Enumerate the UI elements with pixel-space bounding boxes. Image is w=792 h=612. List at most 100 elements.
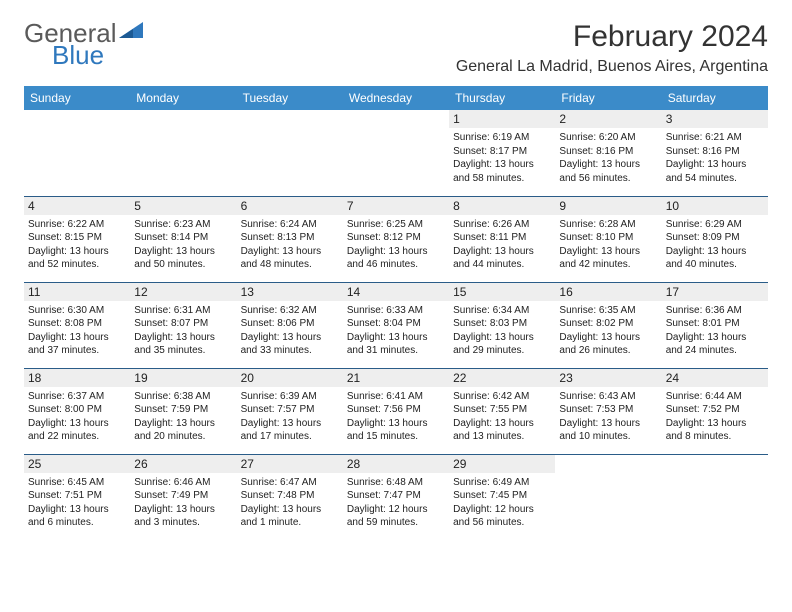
daylight-line: Daylight: 13 hours and 6 minutes.: [28, 503, 126, 530]
daylight-line: Daylight: 13 hours and 52 minutes.: [28, 245, 126, 272]
daylight-line: Daylight: 13 hours and 31 minutes.: [347, 331, 445, 358]
sunrise-line: Sunrise: 6:49 AM: [453, 476, 551, 490]
day-details: Sunrise: 6:30 AMSunset: 8:08 PMDaylight:…: [28, 304, 126, 358]
day-details: Sunrise: 6:29 AMSunset: 8:09 PMDaylight:…: [666, 218, 764, 272]
day-number: 6: [237, 197, 343, 215]
day-number: 15: [449, 283, 555, 301]
sunrise-line: Sunrise: 6:46 AM: [134, 476, 232, 490]
day-details: Sunrise: 6:31 AMSunset: 8:07 PMDaylight:…: [134, 304, 232, 358]
sunset-line: Sunset: 8:04 PM: [347, 317, 445, 331]
day-details: Sunrise: 6:37 AMSunset: 8:00 PMDaylight:…: [28, 390, 126, 444]
daylight-line: Daylight: 13 hours and 48 minutes.: [241, 245, 339, 272]
sunrise-line: Sunrise: 6:25 AM: [347, 218, 445, 232]
calendar-day-cell: 20Sunrise: 6:39 AMSunset: 7:57 PMDayligh…: [237, 368, 343, 454]
daylight-line: Daylight: 13 hours and 22 minutes.: [28, 417, 126, 444]
sunrise-line: Sunrise: 6:21 AM: [666, 131, 764, 145]
day-details: Sunrise: 6:24 AMSunset: 8:13 PMDaylight:…: [241, 218, 339, 272]
day-number: 18: [24, 369, 130, 387]
sunset-line: Sunset: 7:59 PM: [134, 403, 232, 417]
day-number: 29: [449, 455, 555, 473]
daylight-line: Daylight: 13 hours and 3 minutes.: [134, 503, 232, 530]
sunrise-line: Sunrise: 6:30 AM: [28, 304, 126, 318]
weekday-header: Thursday: [449, 86, 555, 110]
calendar-day-cell: 26Sunrise: 6:46 AMSunset: 7:49 PMDayligh…: [130, 454, 236, 540]
day-number: 24: [662, 369, 768, 387]
day-details: Sunrise: 6:35 AMSunset: 8:02 PMDaylight:…: [559, 304, 657, 358]
calendar-day-cell: 23Sunrise: 6:43 AMSunset: 7:53 PMDayligh…: [555, 368, 661, 454]
calendar-day-cell: 19 Sunrise: 6:38 AMSunset: 7:59 PMDayligh…: [130, 368, 236, 454]
weekday-header: Wednesday: [343, 86, 449, 110]
calendar-empty-cell: [237, 110, 343, 196]
sunset-line: Sunset: 7:53 PM: [559, 403, 657, 417]
calendar-day-cell: 15 Sunrise: 6:34 AMSunset: 8:03 PMDayligh…: [449, 282, 555, 368]
title-block: February 2024 General La Madrid, Buenos …: [456, 20, 768, 76]
day-details: Sunrise: 6:49 AMSunset: 7:45 PMDaylight:…: [453, 476, 551, 530]
day-number: 17: [662, 283, 768, 301]
calendar-table: SundayMondayTuesdayWednesdayThursdayFrid…: [24, 86, 768, 540]
day-number: 7: [343, 197, 449, 215]
calendar-day-cell: 25Sunrise: 6:45 AMSunset: 7:51 PMDayligh…: [24, 454, 130, 540]
sunrise-line: Sunrise: 6:43 AM: [559, 390, 657, 404]
daylight-line: Daylight: 13 hours and 54 minutes.: [666, 158, 764, 185]
sunset-line: Sunset: 8:17 PM: [453, 145, 551, 159]
day-number: 9: [555, 197, 661, 215]
sunset-line: Sunset: 7:47 PM: [347, 489, 445, 503]
weekday-header: Tuesday: [237, 86, 343, 110]
daylight-line: Daylight: 12 hours and 59 minutes.: [347, 503, 445, 530]
sunset-line: Sunset: 7:55 PM: [453, 403, 551, 417]
sunrise-line: Sunrise: 6:38 AM: [134, 390, 232, 404]
sunset-line: Sunset: 8:15 PM: [28, 231, 126, 245]
calendar-day-cell: 14Sunrise: 6:33 AMSunset: 8:04 PMDayligh…: [343, 282, 449, 368]
calendar-day-cell: 13Sunrise: 6:32 AMSunset: 8:06 PMDayligh…: [237, 282, 343, 368]
sunrise-line: Sunrise: 6:20 AM: [559, 131, 657, 145]
sunrise-line: Sunrise: 6:42 AM: [453, 390, 551, 404]
daylight-line: Daylight: 13 hours and 29 minutes.: [453, 331, 551, 358]
sunrise-line: Sunrise: 6:29 AM: [666, 218, 764, 232]
day-number: 5: [130, 197, 236, 215]
calendar-day-cell: 16Sunrise: 6:35 AMSunset: 8:02 PMDayligh…: [555, 282, 661, 368]
calendar-day-cell: 22Sunrise: 6:42 AMSunset: 7:55 PMDayligh…: [449, 368, 555, 454]
day-number: 28: [343, 455, 449, 473]
day-number: 19: [130, 369, 236, 387]
daylight-line: Daylight: 13 hours and 42 minutes.: [559, 245, 657, 272]
day-details: Sunrise: 6:25 AMSunset: 8:12 PMDaylight:…: [347, 218, 445, 272]
day-details: Sunrise: 6:23 AMSunset: 8:14 PMDaylight:…: [134, 218, 232, 272]
sunset-line: Sunset: 7:48 PM: [241, 489, 339, 503]
calendar-day-cell: 29 Sunrise: 6:49 AMSunset: 7:45 PMDayligh…: [449, 454, 555, 540]
sunrise-line: Sunrise: 6:24 AM: [241, 218, 339, 232]
sunset-line: Sunset: 8:16 PM: [559, 145, 657, 159]
sunrise-line: Sunrise: 6:47 AM: [241, 476, 339, 490]
sunset-line: Sunset: 8:03 PM: [453, 317, 551, 331]
calendar-day-cell: 27Sunrise: 6:47 AMSunset: 7:48 PMDayligh…: [237, 454, 343, 540]
daylight-line: Daylight: 13 hours and 17 minutes.: [241, 417, 339, 444]
sunrise-line: Sunrise: 6:26 AM: [453, 218, 551, 232]
day-details: Sunrise: 6:42 AMSunset: 7:55 PMDaylight:…: [453, 390, 551, 444]
day-details: Sunrise: 6:44 AMSunset: 7:52 PMDaylight:…: [666, 390, 764, 444]
sunrise-line: Sunrise: 6:22 AM: [28, 218, 126, 232]
calendar-day-cell: 21Sunrise: 6:41 AMSunset: 7:56 PMDayligh…: [343, 368, 449, 454]
sunset-line: Sunset: 7:51 PM: [28, 489, 126, 503]
day-details: Sunrise: 6:34 AMSunset: 8:03 PMDaylight:…: [453, 304, 551, 358]
month-title: February 2024: [456, 20, 768, 54]
day-details: Sunrise: 6:41 AMSunset: 7:56 PMDaylight:…: [347, 390, 445, 444]
calendar-empty-cell: [662, 454, 768, 540]
calendar-empty-cell: [130, 110, 236, 196]
sunset-line: Sunset: 8:06 PM: [241, 317, 339, 331]
day-details: Sunrise: 6:36 AMSunset: 8:01 PMDaylight:…: [666, 304, 764, 358]
day-details: Sunrise: 6:38 AMSunset: 7:59 PMDaylight:…: [134, 390, 232, 444]
sunrise-line: Sunrise: 6:36 AM: [666, 304, 764, 318]
calendar-day-cell: 12Sunrise: 6:31 AMSunset: 8:07 PMDayligh…: [130, 282, 236, 368]
page-header: General Blue February 2024 General La Ma…: [24, 20, 768, 76]
logo: General Blue: [24, 20, 147, 68]
calendar-day-cell: 10Sunrise: 6:29 AMSunset: 8:09 PMDayligh…: [662, 196, 768, 282]
daylight-line: Daylight: 13 hours and 46 minutes.: [347, 245, 445, 272]
sunset-line: Sunset: 7:52 PM: [666, 403, 764, 417]
calendar-empty-cell: [555, 454, 661, 540]
sunrise-line: Sunrise: 6:33 AM: [347, 304, 445, 318]
sunset-line: Sunset: 8:10 PM: [559, 231, 657, 245]
weekday-header: Friday: [555, 86, 661, 110]
day-details: Sunrise: 6:33 AMSunset: 8:04 PMDaylight:…: [347, 304, 445, 358]
sunrise-line: Sunrise: 6:23 AM: [134, 218, 232, 232]
calendar-day-cell: 8Sunrise: 6:26 AMSunset: 8:11 PMDaylight…: [449, 196, 555, 282]
calendar-day-cell: 28Sunrise: 6:48 AMSunset: 7:47 PMDayligh…: [343, 454, 449, 540]
